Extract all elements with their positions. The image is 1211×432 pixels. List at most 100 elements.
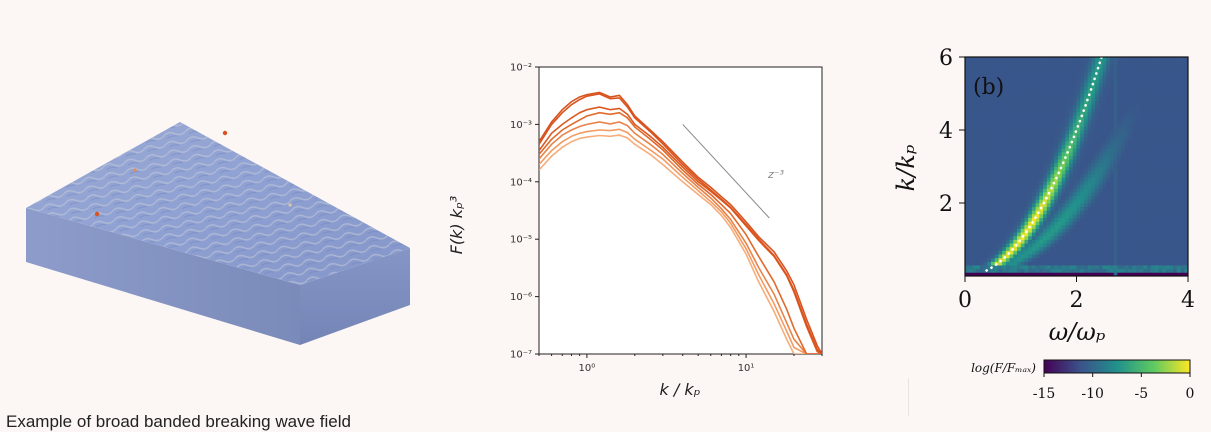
heatmap-cell: [1143, 269, 1147, 273]
heatmap-cell: [1129, 269, 1133, 273]
heatmap-cell: [1106, 247, 1110, 251]
heatmap-cell: [1013, 258, 1017, 262]
heatmap-cell: [1106, 64, 1110, 68]
heatmap-cell: [1036, 250, 1040, 254]
heatmap-cell: [991, 250, 995, 254]
heatmap-cell: [1002, 188, 1006, 192]
heatmap-cell: [1155, 86, 1159, 90]
heatmap-cell: [1036, 86, 1040, 90]
heatmap-cell: [1110, 90, 1114, 94]
heatmap-cell: [1047, 75, 1051, 79]
heatmap-cell: [1010, 236, 1014, 240]
heatmap-cell: [1091, 265, 1095, 269]
heatmap-cell: [1129, 159, 1133, 163]
heatmap-cell: [1173, 101, 1177, 105]
heatmap-cell: [1084, 145, 1088, 149]
heatmap-cell: [1073, 119, 1077, 123]
heatmap-cell: [1132, 152, 1136, 156]
heatmap-cell: [1036, 232, 1040, 236]
heatmap-cell: [980, 225, 984, 229]
heatmap-cell: [1091, 97, 1095, 101]
heatmap-cell: [1028, 148, 1032, 152]
heatmap-cell: [1147, 94, 1151, 98]
heatmap-cell: [1013, 232, 1017, 236]
heatmap-cell: [1095, 265, 1099, 269]
heatmap-cell: [1058, 152, 1062, 156]
heatmap-cell: [1147, 258, 1151, 262]
heatmap-cell: [980, 188, 984, 192]
heatmap-cell: [1103, 159, 1107, 163]
heatmap-cell: [1143, 97, 1147, 101]
heatmap-cell: [1181, 167, 1185, 171]
heatmap-cell: [1132, 86, 1136, 90]
heatmap-cell: [1043, 174, 1047, 178]
heatmap-cell: [1047, 247, 1051, 251]
heatmap-cell: [987, 174, 991, 178]
heatmap-cell: [1032, 159, 1036, 163]
heatmap-cell: [1080, 247, 1084, 251]
heatmap-cell: [1166, 221, 1170, 225]
heatmap-cell: [1088, 130, 1092, 134]
heatmap-cell: [1095, 214, 1099, 218]
heatmap-cell: [1058, 236, 1062, 240]
heatmap-cell: [1143, 177, 1147, 181]
heatmap-cell: [1143, 170, 1147, 174]
heatmap-cell: [1140, 130, 1144, 134]
heatmap-cell: [1010, 177, 1014, 181]
heatmap-cell: [1006, 75, 1010, 79]
heatmap-cell: [965, 108, 969, 112]
heatmap-cell: [1121, 199, 1125, 203]
heatmap-cell: [980, 250, 984, 254]
heatmap-cell: [991, 61, 995, 65]
heatmap-cell: [1032, 68, 1036, 72]
heatmap-cell: [1017, 115, 1021, 119]
heatmap-cell: [1110, 134, 1114, 138]
heatmap-cell: [972, 185, 976, 189]
heatmap-cell: [1166, 232, 1170, 236]
heatmap-cell: [1110, 159, 1114, 163]
heatmap-cell: [1073, 181, 1077, 185]
heatmap-cell: [1103, 177, 1107, 181]
heatmap-cell: [1110, 72, 1114, 76]
heatmap-cell: [1162, 115, 1166, 119]
heatmap-cell: [1177, 156, 1181, 160]
heatmap-cell: [1114, 101, 1118, 105]
heatmap-cell: [1080, 101, 1084, 105]
heatmap-cell: [1069, 115, 1073, 119]
heatmap-cell: [1125, 148, 1129, 152]
heatmap-cell: [972, 123, 976, 127]
heatmap-cell: [1043, 243, 1047, 247]
heatmap-cell: [1143, 240, 1147, 244]
heatmap-cell: [1032, 152, 1036, 156]
heatmap-cell: [965, 64, 969, 68]
heatmap-cell: [1099, 90, 1103, 94]
heatmap-cell: [1024, 68, 1028, 72]
heatmap-cell: [1110, 170, 1114, 174]
heatmap-cell: [1017, 79, 1021, 83]
heatmap-cell: [1099, 210, 1103, 214]
heatmap-cell: [1091, 229, 1095, 233]
heatmap-cell: [1028, 119, 1032, 123]
heatmap-cell: [1132, 214, 1136, 218]
heatmap-cell: [991, 225, 995, 229]
heatmap-cell: [1106, 145, 1110, 149]
heatmap-cell: [1047, 258, 1051, 262]
heatmap-cell: [1028, 167, 1032, 171]
heatmap-cell: [1054, 68, 1058, 72]
heatmap-cell: [995, 141, 999, 145]
heatmap-cell: [1039, 192, 1043, 196]
heatmap-cell: [1106, 199, 1110, 203]
heatmap-cell: [991, 130, 995, 134]
heatmap-cell: [1162, 68, 1166, 72]
heatmap-cell: [1158, 148, 1162, 152]
heatmap-cell: [1058, 247, 1062, 251]
heatmap-cell: [1047, 61, 1051, 65]
heatmap-cell: [976, 229, 980, 233]
heatmap-cell: [998, 57, 1002, 61]
heatmap-cell: [1013, 210, 1017, 214]
heatmap-cell: [1006, 229, 1010, 233]
heatmap-cell: [1058, 163, 1062, 167]
heatmap-cell: [1043, 192, 1047, 196]
heatmap-cell: [1169, 97, 1173, 101]
heatmap-cell: [1166, 210, 1170, 214]
